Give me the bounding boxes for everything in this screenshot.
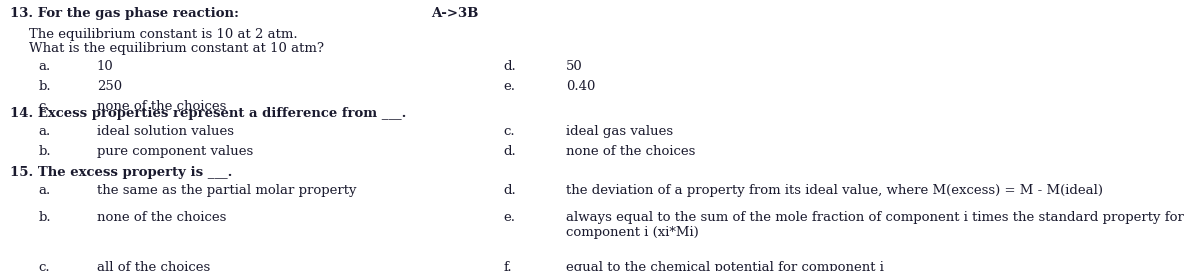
Text: a.: a. bbox=[38, 60, 50, 73]
Text: 10: 10 bbox=[97, 60, 114, 73]
Text: 14. Excess properties represent a difference from ___.: 14. Excess properties represent a differ… bbox=[10, 107, 406, 120]
Text: ideal solution values: ideal solution values bbox=[97, 125, 234, 138]
Text: d.: d. bbox=[503, 60, 516, 73]
Text: c.: c. bbox=[38, 100, 50, 113]
Text: b.: b. bbox=[38, 145, 52, 158]
Text: none of the choices: none of the choices bbox=[566, 145, 696, 158]
Text: A->3B: A->3B bbox=[431, 7, 479, 20]
Text: c.: c. bbox=[503, 125, 515, 138]
Text: 15. The excess property is ___.: 15. The excess property is ___. bbox=[10, 166, 232, 179]
Text: d.: d. bbox=[503, 145, 516, 158]
Text: The equilibrium constant is 10 at 2 atm.: The equilibrium constant is 10 at 2 atm. bbox=[29, 28, 298, 41]
Text: 0.40: 0.40 bbox=[566, 80, 595, 93]
Text: a.: a. bbox=[38, 184, 50, 197]
Text: e.: e. bbox=[503, 80, 515, 93]
Text: c.: c. bbox=[38, 261, 50, 271]
Text: none of the choices: none of the choices bbox=[97, 100, 226, 113]
Text: 13. For the gas phase reaction:: 13. For the gas phase reaction: bbox=[10, 7, 239, 20]
Text: equal to the chemical potential for component i: equal to the chemical potential for comp… bbox=[566, 261, 884, 271]
Text: ideal gas values: ideal gas values bbox=[566, 125, 673, 138]
Text: 50: 50 bbox=[566, 60, 583, 73]
Text: the deviation of a property from its ideal value, where M(excess) = M - M(ideal): the deviation of a property from its ide… bbox=[566, 184, 1103, 197]
Text: a.: a. bbox=[38, 125, 50, 138]
Text: b.: b. bbox=[38, 80, 52, 93]
Text: all of the choices: all of the choices bbox=[97, 261, 210, 271]
Text: 250: 250 bbox=[97, 80, 122, 93]
Text: pure component values: pure component values bbox=[97, 145, 253, 158]
Text: f.: f. bbox=[503, 261, 512, 271]
Text: What is the equilibrium constant at 10 atm?: What is the equilibrium constant at 10 a… bbox=[29, 42, 324, 55]
Text: b.: b. bbox=[38, 211, 52, 224]
Text: e.: e. bbox=[503, 211, 515, 224]
Text: the same as the partial molar property: the same as the partial molar property bbox=[97, 184, 356, 197]
Text: none of the choices: none of the choices bbox=[97, 211, 226, 224]
Text: d.: d. bbox=[503, 184, 516, 197]
Text: always equal to the sum of the mole fraction of component i times the standard p: always equal to the sum of the mole frac… bbox=[566, 211, 1184, 239]
